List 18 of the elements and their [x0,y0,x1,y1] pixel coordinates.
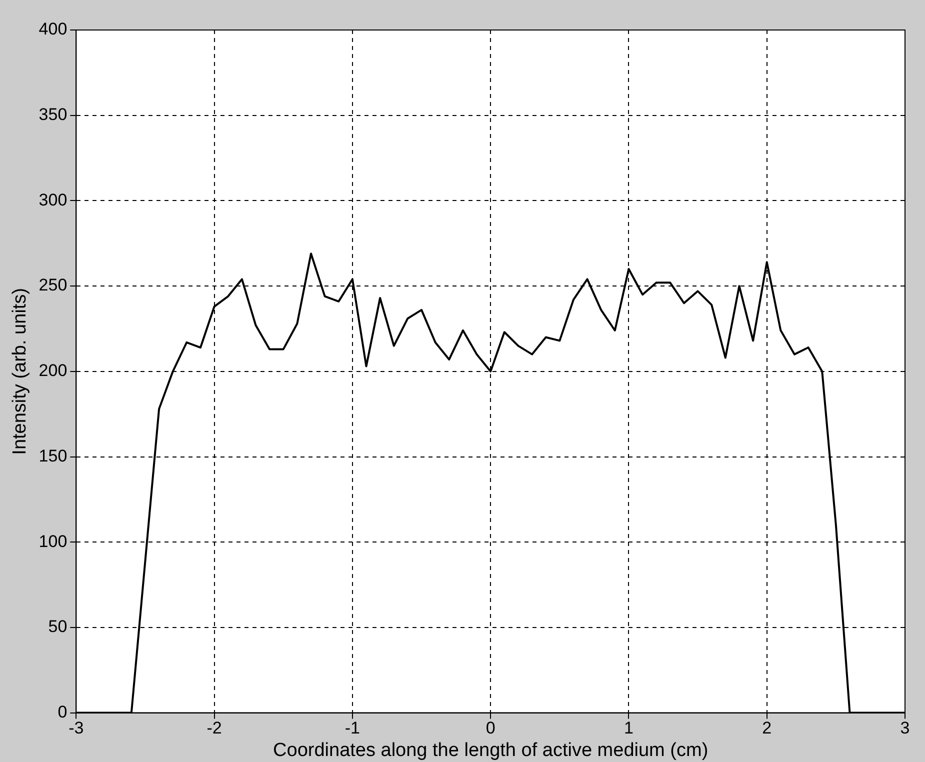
x-tick-label: 1 [624,718,634,738]
x-axis-title: Coordinates along the length of active medium (cm) [273,740,708,761]
y-axis-title: Intensity (arb. units) [10,288,31,455]
y-tick-label: 50 [48,617,68,636]
y-tick-label: 0 [58,702,68,722]
x-tick-label: -3 [68,718,84,738]
y-tick-label: 100 [38,532,68,551]
x-tick-label: 3 [900,718,910,738]
y-tick-label: 300 [38,190,68,210]
x-tick-label: -2 [206,718,222,738]
y-tick-label: 250 [38,276,68,295]
x-tick-label: 0 [486,718,496,738]
x-tick-label: 2 [762,718,772,738]
y-tick-label: 350 [38,105,68,124]
y-tick-label: 150 [38,446,68,466]
y-tick-label: 400 [38,20,68,39]
y-tick-label: 200 [38,361,68,380]
x-tick-label: -1 [344,718,360,738]
